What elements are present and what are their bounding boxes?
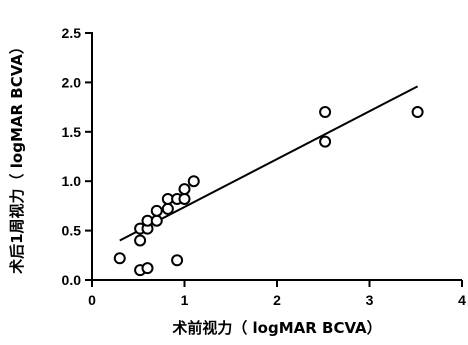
- x-tick-label: 4: [458, 292, 466, 308]
- fit-line: [119, 85, 419, 242]
- y-tick-label: 2.5: [62, 25, 82, 41]
- y-tick-label: 2.0: [62, 74, 82, 90]
- data-point: [113, 252, 126, 265]
- x-tick-label: 3: [366, 292, 374, 308]
- data-point: [141, 262, 154, 275]
- y-tick-label: 0.0: [62, 272, 82, 288]
- data-points: [113, 106, 424, 277]
- x-axis-title: 术前视力（ logMAR BCVA）: [172, 319, 381, 337]
- y-tick-label: 1.5: [62, 124, 82, 140]
- data-point: [187, 175, 200, 188]
- data-point: [319, 106, 332, 119]
- fit-line-group: [119, 85, 419, 242]
- x-tick-label: 0: [88, 292, 96, 308]
- y-axis-title: 术后1周视力（ logMAR BCVA）: [8, 39, 26, 274]
- data-point: [178, 183, 191, 196]
- x-tick-label: 2: [273, 292, 281, 308]
- data-point: [161, 202, 174, 215]
- data-point: [150, 204, 163, 217]
- data-point: [150, 214, 163, 227]
- data-point: [171, 254, 184, 267]
- axes: [91, 32, 462, 281]
- ticks: 0.0 0.5 1.0 1.5 2.0 2.5 0 1 2 3 4: [62, 25, 467, 308]
- y-tick-label: 0.5: [62, 223, 82, 239]
- data-point: [319, 135, 332, 148]
- data-point: [178, 192, 191, 205]
- y-tick-label: 1.0: [62, 173, 82, 189]
- data-point: [134, 234, 147, 247]
- x-tick-label: 1: [181, 292, 189, 308]
- data-point: [411, 106, 424, 119]
- y-axis-title-group: 术后1周视力（ logMAR BCVA）: [8, 39, 26, 274]
